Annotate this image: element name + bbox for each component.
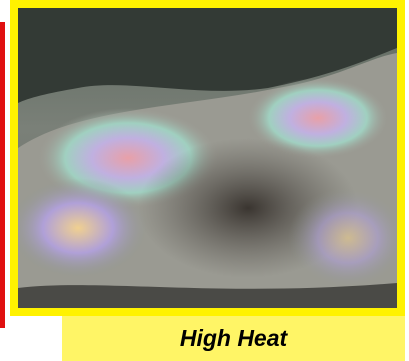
photo: [18, 8, 397, 308]
red-edge: [0, 22, 5, 328]
photo-frame: [10, 0, 405, 316]
caption-box: High Heat: [62, 316, 405, 361]
caption: High Heat: [179, 325, 288, 351]
